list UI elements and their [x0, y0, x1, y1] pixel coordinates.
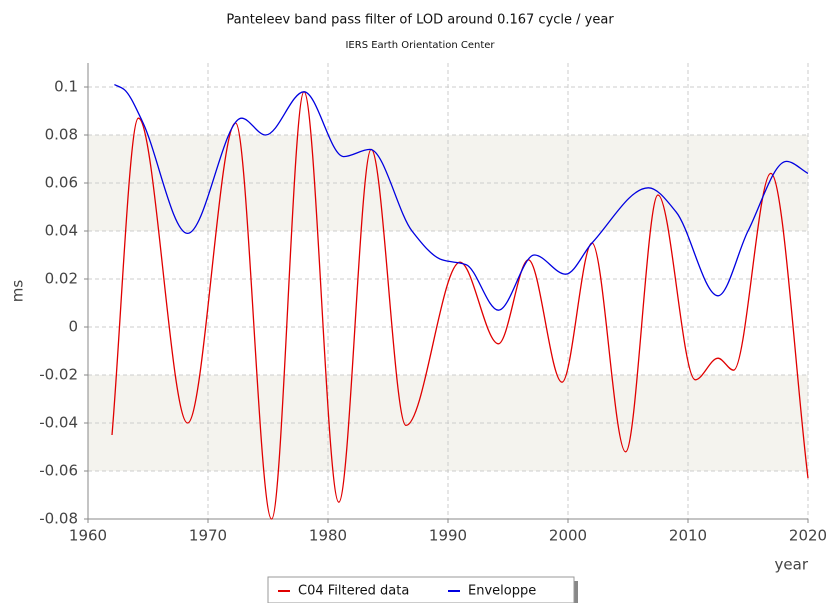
y-tick-label: 0.02	[45, 270, 78, 288]
line	[111, 91, 809, 520]
y-axis-label: ms	[9, 280, 27, 303]
y-tick-label: 0.08	[45, 126, 78, 144]
x-axis-label: year	[775, 556, 809, 574]
line	[114, 84, 809, 311]
y-tick-label: -0.02	[39, 366, 78, 384]
y-tick-label: 0.04	[45, 222, 78, 240]
x-tick-label: 1980	[309, 527, 347, 545]
legend-label: Enveloppe	[468, 584, 536, 599]
legend-box	[267, 576, 575, 603]
x-tick-label: 2020	[789, 527, 827, 545]
y-tick-label: 0	[68, 318, 78, 336]
x-tick-label: 2000	[549, 527, 587, 545]
y-tick-label: -0.06	[39, 462, 78, 480]
x-tick-label: 2010	[669, 527, 707, 545]
x-tick-label: 1990	[429, 527, 467, 545]
y-tick-label: 0.06	[45, 174, 78, 192]
y-tick-label: -0.08	[39, 510, 78, 528]
chart-title: Panteleev band pass filter of LOD around…	[226, 13, 614, 28]
x-tick-label: 1970	[189, 527, 227, 545]
plot-area	[84, 63, 809, 523]
legend	[267, 576, 578, 603]
legend-label: C04 Filtered data	[298, 584, 409, 599]
x-tick-label: 1960	[69, 527, 107, 545]
chart-subtitle: IERS Earth Orientation Center	[345, 40, 495, 51]
y-tick-label: -0.04	[39, 414, 78, 432]
y-tick-label: 0.1	[54, 78, 78, 96]
